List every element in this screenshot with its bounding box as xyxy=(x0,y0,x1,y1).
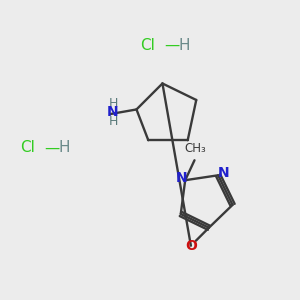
Text: H: H xyxy=(178,38,190,52)
Text: O: O xyxy=(185,239,197,253)
Text: H: H xyxy=(58,140,70,155)
Text: H: H xyxy=(109,116,119,128)
Text: Cl: Cl xyxy=(141,38,155,52)
Text: Cl: Cl xyxy=(21,140,35,155)
Text: H: H xyxy=(109,98,119,110)
Text: N: N xyxy=(176,171,187,185)
Text: —: — xyxy=(44,140,60,155)
Text: N: N xyxy=(217,166,229,180)
Text: —: — xyxy=(164,38,180,52)
Text: N: N xyxy=(107,105,119,119)
Text: CH₃: CH₃ xyxy=(184,142,206,155)
